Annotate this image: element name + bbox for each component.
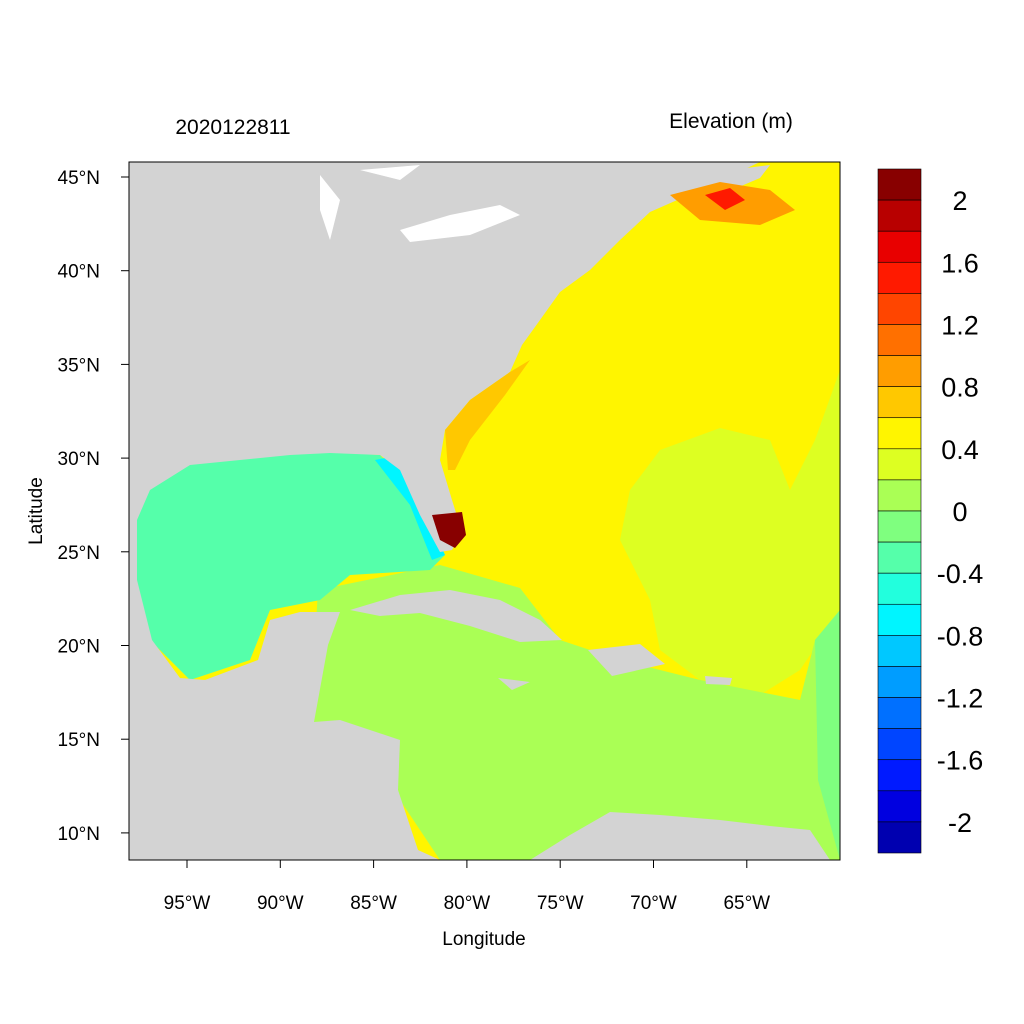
caribbean-east-field xyxy=(815,610,840,860)
maine-surge-red xyxy=(705,188,745,210)
colorbar-bin xyxy=(877,386,922,419)
colorbar-bin xyxy=(877,697,922,729)
colorbar-bin xyxy=(877,821,922,854)
variable-label: Elevation (m) xyxy=(669,110,793,133)
colorbar-label: -1.2 xyxy=(937,684,984,714)
florida-surge-darkred xyxy=(432,512,466,548)
y-tick-label: 10°N xyxy=(58,824,100,845)
cuba-land xyxy=(350,590,562,642)
colorbar-bin xyxy=(877,355,922,387)
puerto-rico-land xyxy=(705,676,732,685)
x-axis: 95°W 90°W 85°W 80°W 75°W 70°W 65°W xyxy=(164,860,770,914)
colorbar-label: -0.4 xyxy=(937,559,984,589)
carolina-coast-orange xyxy=(445,360,530,470)
eastern-atlantic-field xyxy=(620,370,840,695)
x-tick-label: 90°W xyxy=(257,893,304,914)
colorbar-bin xyxy=(877,572,922,605)
x-axis-label: Longitude xyxy=(442,929,525,950)
colorbar-bin xyxy=(877,168,922,201)
colorbar-bin xyxy=(877,261,922,294)
colorbar-bin xyxy=(877,510,922,543)
colorbar-bin xyxy=(877,541,922,574)
y-tick-label: 40°N xyxy=(58,262,100,283)
colorbar-bin xyxy=(877,293,922,325)
x-tick-label: 80°W xyxy=(444,893,491,914)
colorbar: 2 1.6 1.2 0.8 0.4 0 -0.4 -0.8 -1.2 -1.6 -2 xyxy=(877,168,984,854)
great-lakes xyxy=(320,165,520,242)
colorbar-bin xyxy=(877,199,922,232)
colorbar-label: 0.4 xyxy=(941,435,979,465)
colorbar-bin xyxy=(877,324,922,356)
colorbar-bin xyxy=(877,728,922,761)
x-tick-label: 70°W xyxy=(630,893,677,914)
colorbar-bin xyxy=(877,635,922,667)
south-america-land xyxy=(530,812,830,860)
colorbar-bin xyxy=(877,417,922,450)
colorbar-bin xyxy=(877,666,922,698)
y-axis: 45°N 40°N 35°N 30°N 25°N 20°N 15°N 10°N xyxy=(58,168,129,845)
north-america-land xyxy=(129,162,760,860)
plot-frame xyxy=(128,161,841,861)
x-tick-label: 85°W xyxy=(350,893,397,914)
colorbar-label: -2 xyxy=(948,808,972,838)
hispaniola-land xyxy=(588,644,665,676)
gulf-of-mexico-field xyxy=(135,450,445,680)
date-label: 2020122811 xyxy=(175,116,290,139)
y-axis-label: Latitude xyxy=(26,477,47,545)
colorbar-bin xyxy=(877,479,922,512)
y-tick-label: 25°N xyxy=(58,543,100,564)
colorbar-label: 1.2 xyxy=(941,310,979,340)
florida-shelf-field xyxy=(375,455,445,560)
colorbar-bin xyxy=(877,759,922,792)
colorbar-label: -0.8 xyxy=(937,621,984,651)
colorbar-label: 0.8 xyxy=(941,373,979,403)
colorbar-bin xyxy=(877,603,922,636)
y-tick-label: 30°N xyxy=(58,449,100,470)
x-tick-label: 75°W xyxy=(537,893,584,914)
colorbar-label: 2 xyxy=(952,186,967,216)
x-tick-label: 95°W xyxy=(164,893,211,914)
colorbar-label: -1.6 xyxy=(937,746,984,776)
colorbar-bin xyxy=(877,230,922,263)
colorbar-bin xyxy=(877,448,922,481)
map-plot-area xyxy=(129,162,840,860)
caribbean-field xyxy=(310,565,840,860)
colorbar-label: 1.6 xyxy=(941,248,979,278)
y-tick-label: 35°N xyxy=(58,355,100,376)
colorbar-label: 0 xyxy=(952,497,967,527)
jamaica-land xyxy=(498,678,530,690)
y-tick-label: 20°N xyxy=(58,637,100,658)
y-tick-label: 15°N xyxy=(58,730,100,751)
y-tick-label: 45°N xyxy=(58,168,100,189)
colorbar-bin xyxy=(877,790,922,823)
x-tick-label: 65°W xyxy=(723,893,770,914)
